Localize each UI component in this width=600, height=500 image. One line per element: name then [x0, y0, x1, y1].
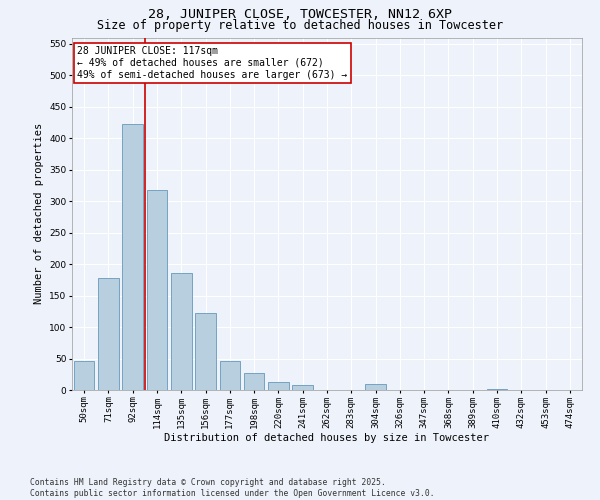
Y-axis label: Number of detached properties: Number of detached properties [34, 123, 44, 304]
Text: Size of property relative to detached houses in Towcester: Size of property relative to detached ho… [97, 18, 503, 32]
Bar [98, 278, 119, 390]
Bar [268, 382, 289, 390]
Bar [146, 190, 167, 390]
Bar [244, 373, 265, 390]
Bar [292, 385, 313, 390]
Text: 28 JUNIPER CLOSE: 117sqm
← 49% of detached houses are smaller (672)
49% of semi-: 28 JUNIPER CLOSE: 117sqm ← 49% of detach… [77, 46, 347, 80]
Bar [195, 313, 216, 390]
Bar [74, 361, 94, 390]
X-axis label: Distribution of detached houses by size in Towcester: Distribution of detached houses by size … [164, 434, 490, 444]
Text: Contains HM Land Registry data © Crown copyright and database right 2025.
Contai: Contains HM Land Registry data © Crown c… [30, 478, 434, 498]
Bar [220, 361, 240, 390]
Text: 28, JUNIPER CLOSE, TOWCESTER, NN12 6XP: 28, JUNIPER CLOSE, TOWCESTER, NN12 6XP [148, 8, 452, 20]
Bar [122, 124, 143, 390]
Bar [171, 273, 191, 390]
Bar [365, 384, 386, 390]
